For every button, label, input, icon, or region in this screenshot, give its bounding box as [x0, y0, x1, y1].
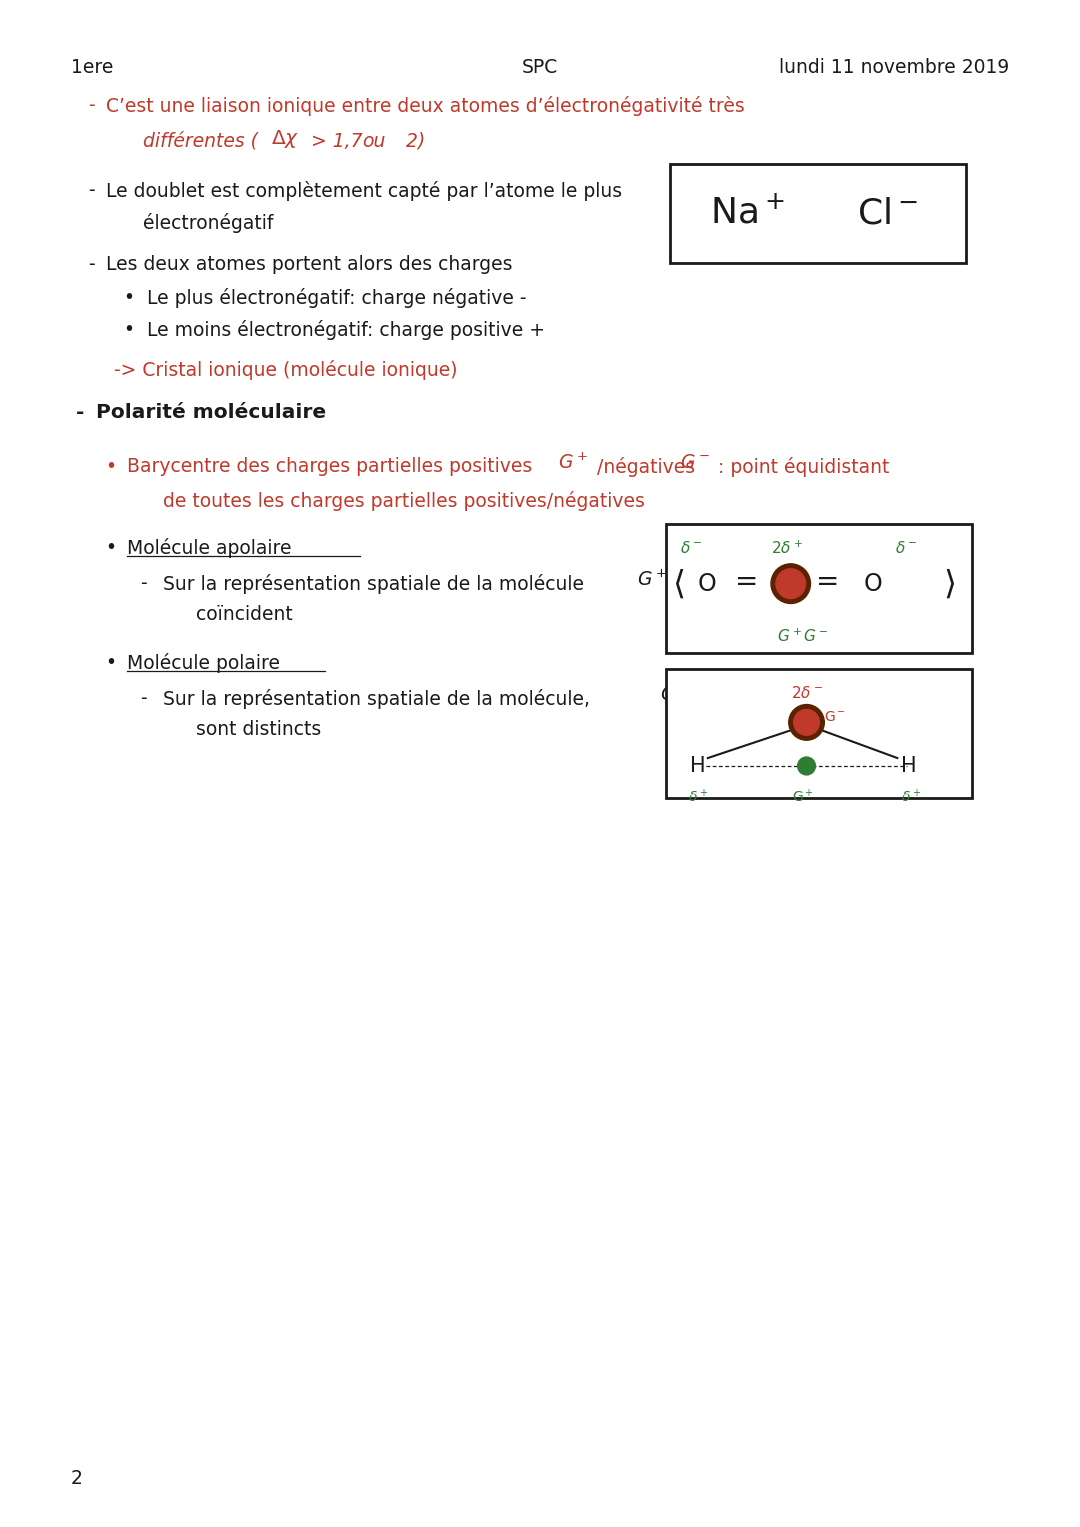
- Text: -: -: [140, 689, 147, 707]
- Text: 1ere: 1ere: [71, 58, 113, 78]
- Text: coïncident: coïncident: [197, 605, 294, 625]
- Text: $\delta^+$: $\delta^+$: [688, 788, 708, 805]
- Text: $G^-$: $G^-$: [702, 570, 732, 589]
- Text: $\langle$: $\langle$: [672, 567, 685, 600]
- Text: -> Cristal ionique (molécule ionique): -> Cristal ionique (molécule ionique): [113, 360, 457, 380]
- Text: •: •: [123, 321, 135, 339]
- Text: $\delta^-$: $\delta^-$: [680, 541, 702, 556]
- Text: Sur la représentation spatiale de la molécule,: Sur la représentation spatiale de la mol…: [163, 689, 596, 709]
- Text: différentes (: différentes (: [144, 131, 258, 151]
- Text: 2: 2: [71, 1469, 83, 1489]
- Text: : point équidistant: : point équidistant: [718, 457, 889, 476]
- Text: H: H: [902, 756, 917, 776]
- Text: Barycentre des charges partielles positives: Barycentre des charges partielles positi…: [127, 457, 539, 476]
- Text: G$^+$: G$^+$: [792, 788, 813, 805]
- Text: =: =: [735, 568, 759, 596]
- Text: $2\delta^-$: $2\delta^-$: [791, 684, 823, 701]
- Text: sont distincts: sont distincts: [197, 721, 322, 739]
- Text: Molécule polaire: Molécule polaire: [127, 654, 281, 673]
- Text: $G^+$: $G^+$: [637, 570, 666, 589]
- Text: -: -: [87, 255, 95, 273]
- Text: •: •: [106, 538, 117, 557]
- Text: =: =: [816, 568, 840, 596]
- Text: Polarité moléculaire: Polarité moléculaire: [96, 403, 326, 423]
- Text: ou: ou: [362, 131, 386, 151]
- Text: O: O: [864, 571, 882, 596]
- Text: Le doublet est complètement capté par l’atome le plus: Le doublet est complètement capté par l’…: [106, 182, 622, 202]
- Text: Molécule apolaire: Molécule apolaire: [127, 538, 292, 557]
- Text: /négatives: /négatives: [597, 457, 701, 476]
- Text: $G^+$: $G^+$: [661, 684, 690, 705]
- Text: $G^+$: $G^+$: [557, 454, 588, 473]
- Text: et: et: [674, 574, 705, 592]
- Text: de toutes les charges partielles positives/négatives: de toutes les charges partielles positiv…: [163, 490, 645, 510]
- Text: $G^-$: $G^-$: [680, 454, 711, 472]
- Text: > 1,7: > 1,7: [311, 131, 368, 151]
- Circle shape: [794, 710, 820, 736]
- Text: $2\delta^+$: $2\delta^+$: [771, 541, 802, 557]
- Text: et: et: [698, 689, 729, 707]
- Text: •: •: [123, 289, 135, 307]
- Text: G$^-$: G$^-$: [824, 710, 847, 724]
- Text: $\rangle$: $\rangle$: [943, 567, 955, 600]
- Text: lundi 11 novembre 2019: lundi 11 novembre 2019: [779, 58, 1009, 78]
- Circle shape: [771, 563, 810, 603]
- Text: Sur la représentation spatiale de la molécule: Sur la représentation spatiale de la mol…: [163, 574, 590, 594]
- Text: Le plus électronégatif: charge négative -: Le plus électronégatif: charge négative …: [147, 289, 527, 308]
- Text: -: -: [87, 182, 95, 200]
- Text: -: -: [87, 96, 95, 115]
- Bar: [666, 524, 972, 654]
- Circle shape: [788, 704, 824, 741]
- Bar: [666, 669, 972, 797]
- Text: •: •: [106, 654, 117, 672]
- Text: Cl$^-$: Cl$^-$: [856, 195, 918, 231]
- Text: -: -: [140, 574, 147, 592]
- Text: -: -: [76, 403, 84, 423]
- Text: •: •: [106, 457, 117, 476]
- Text: $G^+G^-$: $G^+G^-$: [777, 628, 828, 644]
- Circle shape: [775, 568, 806, 599]
- Text: $G^-$: $G^-$: [726, 684, 756, 704]
- Text: O: O: [698, 571, 717, 596]
- Circle shape: [798, 757, 815, 774]
- Bar: [671, 163, 967, 263]
- Text: Le moins électronégatif: charge positive +: Le moins électronégatif: charge positive…: [147, 321, 545, 341]
- Text: Na$^+$: Na$^+$: [710, 195, 785, 231]
- Text: électronégatif: électronégatif: [144, 214, 273, 234]
- Text: 2): 2): [400, 131, 426, 151]
- Text: C’est une liaison ionique entre deux atomes d’électronégativité très: C’est une liaison ionique entre deux ato…: [106, 96, 744, 116]
- Text: Les deux atomes portent alors des charges: Les deux atomes portent alors des charge…: [106, 255, 512, 273]
- Text: $\delta^-$: $\delta^-$: [895, 541, 918, 556]
- Text: H: H: [690, 756, 705, 776]
- Text: $\Delta\chi$: $\Delta\chi$: [271, 128, 300, 150]
- Text: $\delta^+$: $\delta^+$: [902, 788, 921, 805]
- Text: SPC: SPC: [522, 58, 558, 78]
